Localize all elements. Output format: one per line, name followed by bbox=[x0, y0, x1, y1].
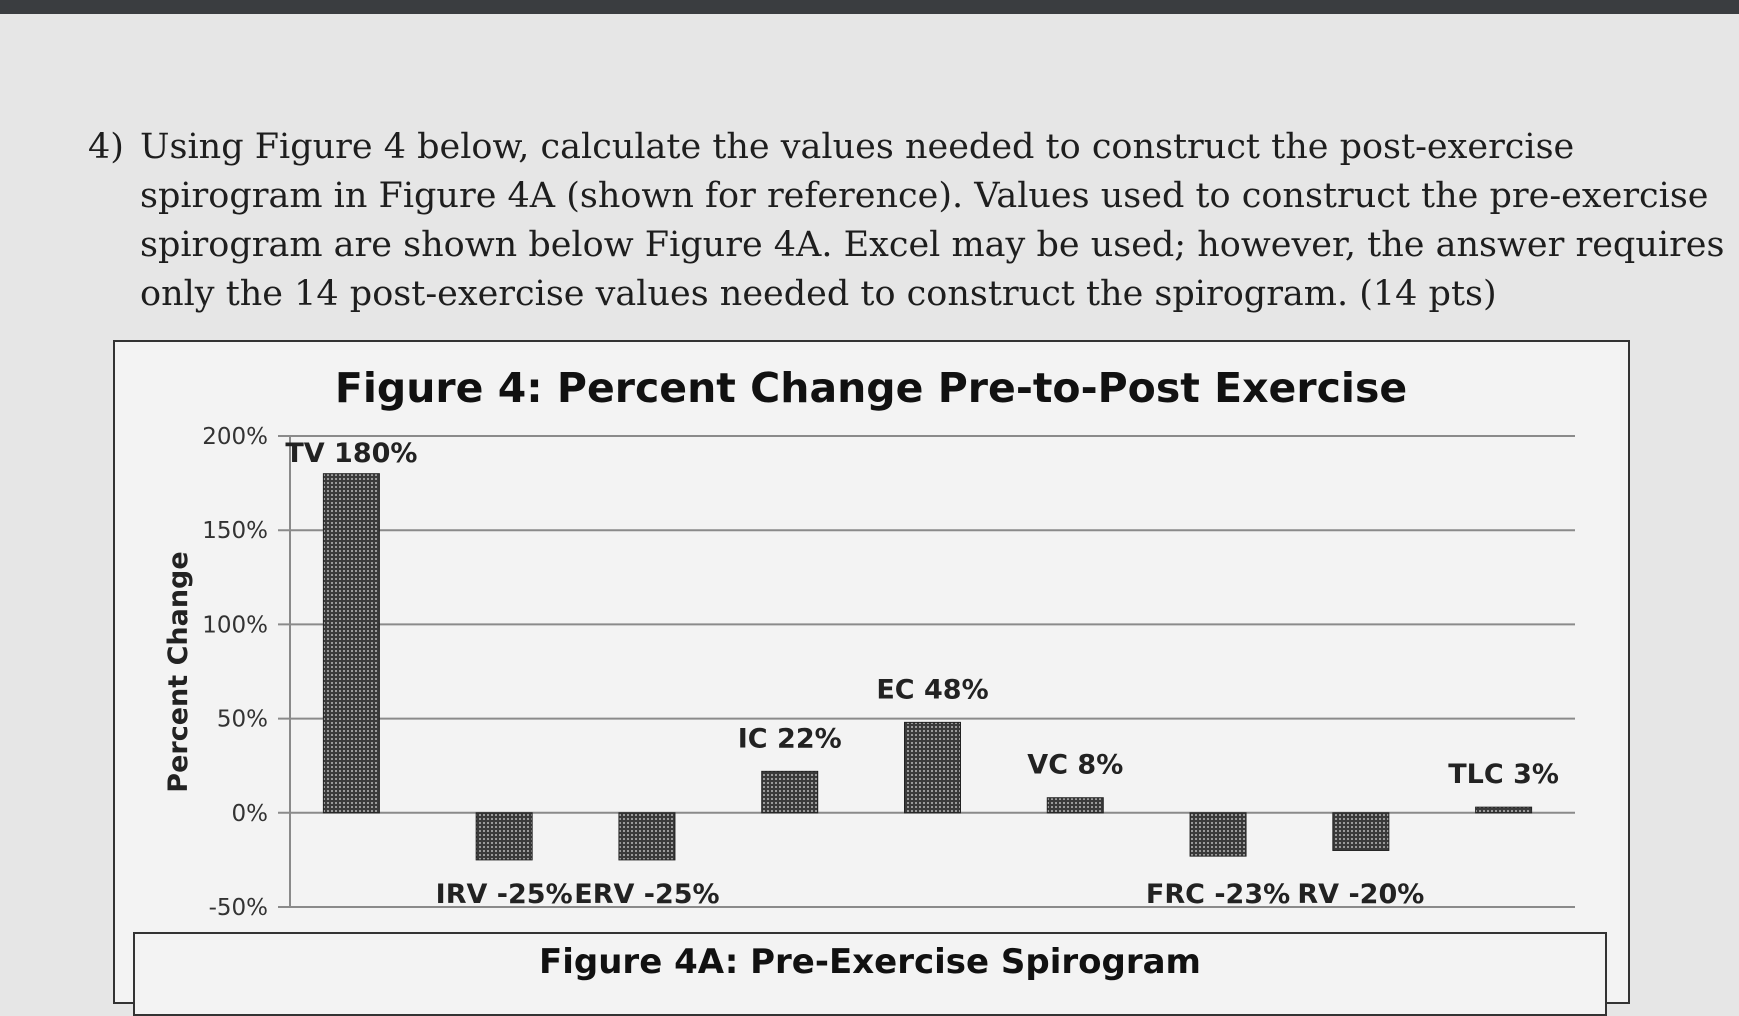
chart-title: Figure 4: Percent Change Pre-to-Post Exe… bbox=[335, 364, 1407, 412]
y-tick-label: 200% bbox=[202, 424, 268, 450]
bar-irv bbox=[475, 812, 533, 861]
y-tick-label: 150% bbox=[202, 518, 268, 544]
question-line-4: only the 14 post-exercise values needed … bbox=[140, 274, 1497, 314]
data-label-vc: VC 8% bbox=[1027, 750, 1123, 781]
question-line-3: spirogram are shown below Figure 4A. Exc… bbox=[140, 225, 1725, 265]
data-label-irv: IRV -25% bbox=[436, 879, 573, 910]
data-label-ic: IC 22% bbox=[738, 723, 842, 754]
data-label-tlc: TLC 3% bbox=[1448, 759, 1559, 790]
figure-4a-frame: Figure 4A: Pre-Exercise Spirogram bbox=[133, 932, 1607, 1016]
data-label-ec: EC 48% bbox=[876, 674, 988, 705]
y-tick-label: -50% bbox=[209, 895, 268, 921]
bar-ec bbox=[904, 721, 961, 814]
y-tick-label: 0% bbox=[232, 801, 269, 827]
data-label-frc: FRC -23% bbox=[1146, 879, 1290, 910]
figure-4-frame: Figure 4: Percent Change Pre-to-Post Exe… bbox=[113, 340, 1630, 1004]
screen-top-bar bbox=[0, 0, 1739, 14]
data-label-rv: RV -20% bbox=[1297, 879, 1424, 910]
y-tick-label: 50% bbox=[217, 707, 268, 733]
bar-ic bbox=[761, 770, 819, 814]
data-label-tv: TV 180% bbox=[285, 438, 417, 469]
question-number: 4) bbox=[88, 127, 124, 167]
y-axis-label: Percent Change bbox=[163, 551, 194, 792]
figure-4a-title: Figure 4A: Pre-Exercise Spirogram bbox=[539, 942, 1201, 982]
question-line-1: Using Figure 4 below, calculate the valu… bbox=[140, 127, 1575, 167]
bar-erv bbox=[618, 812, 676, 861]
plot-area: 200% 150% 100% 50% 0% -50% TV 180% IRV -25% ERV … bbox=[202, 424, 1575, 921]
figure-4-chart: Figure 4: Percent Change Pre-to-Post Exe… bbox=[163, 364, 1575, 921]
bar-rv bbox=[1332, 812, 1390, 851]
bar-vc bbox=[1046, 797, 1104, 814]
y-tick-label: 100% bbox=[202, 612, 268, 638]
question-line-2: spirogram in Figure 4A (shown for refere… bbox=[140, 176, 1709, 216]
bar-tv bbox=[322, 473, 380, 814]
bar-frc bbox=[1189, 812, 1247, 857]
bar-tlc bbox=[1475, 806, 1533, 814]
data-label-erv: ERV -25% bbox=[574, 879, 719, 910]
